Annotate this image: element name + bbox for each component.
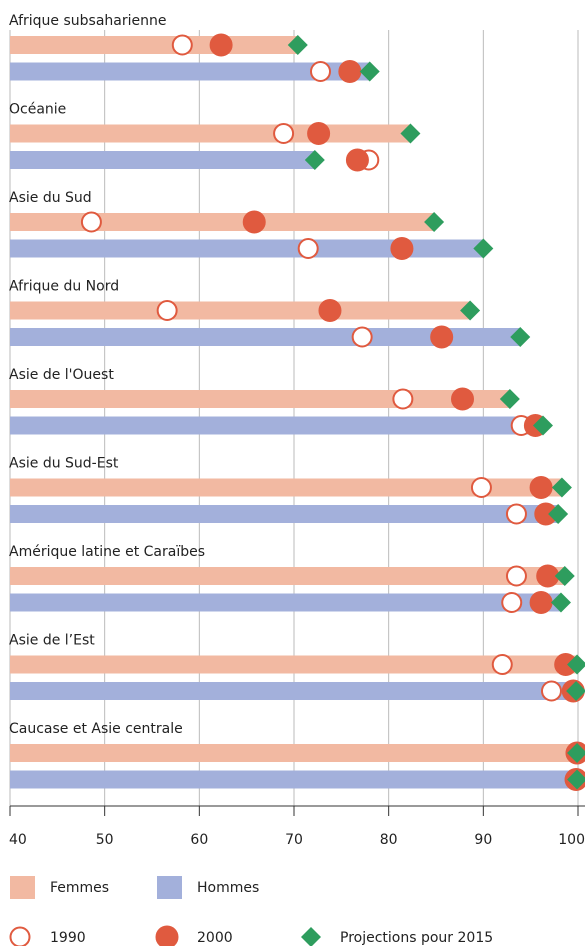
open-circle-marker — [540, 680, 562, 702]
region-label: Asie du Sud — [9, 190, 92, 206]
x-tick-label: 60 — [190, 832, 208, 848]
filled-circle-marker — [318, 299, 342, 322]
x-tick-label: 40 — [9, 832, 27, 848]
diamond-marker — [304, 150, 325, 170]
bar — [10, 593, 561, 612]
open-circle-marker — [392, 388, 414, 410]
open-circle-marker — [505, 503, 527, 525]
diamond-marker — [301, 927, 321, 946]
diamond-marker — [510, 327, 531, 347]
diamond-marker — [550, 592, 571, 613]
bar — [10, 151, 315, 169]
legend-swatch — [10, 876, 35, 899]
diamond-marker — [359, 61, 380, 82]
x-tick-label: 90 — [474, 832, 492, 848]
legend-label: 2000 — [197, 930, 233, 946]
bar — [10, 390, 510, 408]
open-circle-marker — [156, 300, 178, 321]
filled-circle-marker — [529, 591, 553, 614]
diamond-marker — [424, 212, 445, 232]
filled-circle-marker — [155, 925, 179, 946]
diamond-marker — [567, 743, 585, 763]
diamond-marker — [567, 654, 585, 675]
diamond-marker — [551, 477, 572, 498]
bar — [10, 239, 484, 258]
diamond-marker — [400, 123, 421, 144]
bar — [10, 567, 565, 585]
open-circle-marker — [491, 654, 513, 675]
open-circle-marker — [297, 238, 319, 259]
open-circle-marker — [470, 477, 492, 498]
x-tick-label: 80 — [380, 832, 398, 848]
diamond-marker — [554, 566, 575, 586]
region-label: Afrique subsaharienne — [9, 13, 166, 29]
open-circle-marker — [9, 926, 31, 946]
filled-circle-marker — [451, 387, 475, 411]
bar — [10, 682, 577, 700]
open-circle-marker — [505, 565, 527, 587]
region-label: Océanie — [9, 102, 66, 118]
x-tick-label: 70 — [285, 832, 303, 848]
diamond-marker — [499, 389, 520, 409]
filled-circle-marker — [209, 33, 233, 57]
filled-circle-marker — [529, 476, 553, 499]
open-circle-marker — [310, 61, 332, 82]
legend-label: 1990 — [50, 930, 86, 946]
bar — [10, 301, 471, 320]
diamond-marker — [460, 300, 481, 321]
diamond-marker — [532, 415, 553, 436]
bar — [10, 124, 411, 143]
open-circle-marker — [351, 326, 373, 348]
bar — [10, 478, 562, 497]
bar — [10, 62, 370, 81]
bar — [10, 770, 578, 789]
legend-label: Hommes — [197, 880, 259, 896]
filled-circle-marker — [338, 60, 362, 83]
legend-label: Femmes — [50, 880, 109, 896]
filled-circle-marker — [307, 122, 331, 145]
legend-swatch — [157, 876, 182, 899]
region-label: Amérique latine et Caraïbes — [9, 544, 205, 560]
diamond-marker — [548, 504, 569, 524]
region-label: Asie de l’Est — [9, 633, 95, 649]
region-label: Caucase et Asie centrale — [9, 721, 183, 737]
open-circle-marker — [501, 592, 523, 613]
x-tick-label: 100 — [558, 832, 585, 848]
legend-label: Projections pour 2015 — [340, 930, 493, 946]
bar — [10, 36, 298, 54]
diamond-marker — [566, 681, 585, 701]
bar — [10, 328, 521, 346]
diamond-marker — [567, 769, 585, 790]
diamond-marker — [287, 35, 308, 55]
region-label: Afrique du Nord — [9, 279, 119, 295]
region-label: Asie de l'Ouest — [9, 367, 114, 383]
filled-circle-marker — [242, 210, 266, 234]
bar — [10, 213, 435, 231]
filled-circle-marker — [430, 325, 454, 349]
bar — [10, 744, 578, 762]
bar — [10, 655, 578, 674]
diamond-marker — [473, 238, 494, 259]
open-circle-marker — [273, 123, 295, 144]
filled-circle-marker — [345, 148, 369, 172]
x-tick-label: 50 — [96, 832, 114, 848]
bar — [10, 416, 543, 435]
open-circle-marker — [80, 211, 102, 233]
filled-circle-marker — [390, 237, 414, 260]
bar — [10, 505, 559, 523]
region-label: Asie du Sud-Est — [9, 456, 119, 472]
open-circle-marker — [171, 34, 193, 56]
